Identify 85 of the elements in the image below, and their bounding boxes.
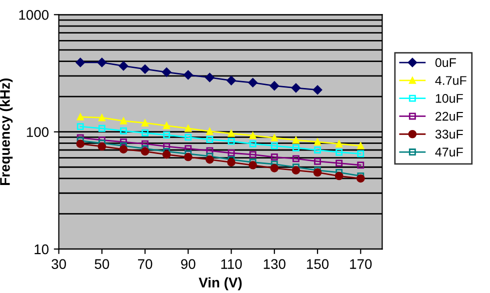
point [292,166,300,174]
point [142,140,149,148]
point [226,76,236,86]
point [228,138,235,145]
point [206,136,214,143]
point [291,83,301,93]
x-tick-label: 130 [264,259,286,269]
point [292,155,300,162]
point [97,58,107,68]
y-axis-title: Frequency (kHz) [0,78,13,185]
x-tick-label: 50 [94,259,110,269]
point [314,158,321,165]
point [227,158,236,166]
point [163,122,170,130]
point [184,152,192,162]
legend-label: 4.7uF [435,76,466,85]
x-axis-title: Vin (V) [198,277,242,290]
y-tick-label: 100 [26,127,49,138]
point [270,81,280,90]
point [228,150,235,156]
point [76,140,85,148]
point [292,136,300,144]
point [184,145,192,152]
point [118,61,128,71]
point [162,150,171,159]
point [120,117,127,124]
point [292,144,300,152]
point [206,155,214,164]
point [270,154,278,160]
point [270,134,278,142]
x-tick-label: 150 [306,259,329,269]
point [248,78,258,88]
point [357,150,364,158]
point [184,70,193,80]
point [98,124,106,132]
point [142,120,149,126]
point [228,130,235,137]
y-tick-label: 1000 [19,10,49,20]
point [270,142,278,150]
x-tick-label: 70 [138,259,152,269]
point [314,146,321,154]
point [184,134,192,141]
point [140,64,150,74]
y-tick-label: 10 [34,244,49,254]
point [142,129,149,136]
point [76,113,84,120]
point [334,172,344,180]
point [249,151,256,158]
point [140,147,150,156]
point [357,142,364,150]
point [163,132,170,138]
point [205,72,214,82]
point [312,85,322,95]
point [163,143,170,150]
point [120,127,127,134]
point [314,138,321,146]
legend-label: 33uF [435,130,463,139]
point [249,132,256,140]
point [184,124,192,132]
point [356,174,365,183]
point [206,147,214,154]
legend-label: 47uF [435,148,463,157]
point [98,142,106,151]
point [248,160,258,170]
x-tick-label: 90 [181,259,196,269]
point [336,148,343,156]
legend-label: 22uF [436,112,463,121]
point [76,123,84,130]
point [76,58,85,68]
point [119,145,128,154]
point [270,164,279,172]
point [313,168,322,177]
x-tick-label: 30 [52,259,66,269]
point [206,128,214,135]
point [98,114,106,122]
point [357,162,364,169]
point [120,138,127,146]
legend-label: 0uF [435,58,456,68]
point [336,140,343,148]
legend-label: 10uF [436,94,463,103]
point [336,160,343,167]
point [249,140,256,148]
x-tick-label: 110 [221,259,242,269]
x-tick-label: 170 [350,259,372,269]
point [162,68,172,77]
